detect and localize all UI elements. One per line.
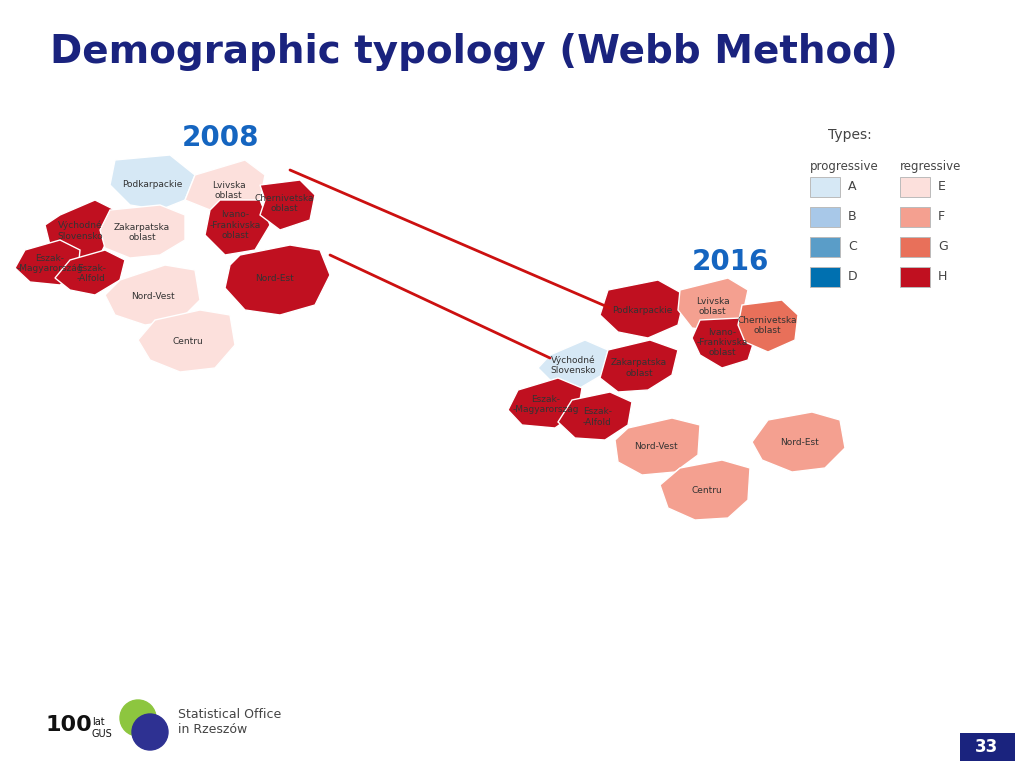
Bar [900,267,930,287]
Text: D: D [848,270,858,283]
Circle shape [132,714,168,750]
Bar [810,177,840,197]
Polygon shape [55,250,125,295]
Text: Nord-Est: Nord-Est [256,274,294,283]
Text: Nord-Est: Nord-Est [780,439,819,447]
Polygon shape [205,200,270,255]
Polygon shape [660,460,750,520]
Polygon shape [100,205,185,258]
Text: 2016: 2016 [691,248,769,276]
Text: Nord-Vest: Nord-Vest [634,442,678,452]
Text: Lvivska
oblast: Lvivska oblast [212,181,246,200]
Text: Zakarpatska
oblast: Zakarpatska oblast [611,358,668,378]
Polygon shape [260,180,315,230]
Polygon shape [752,412,845,472]
Text: Statistical Office
in Rzeszów: Statistical Office in Rzeszów [178,708,282,736]
Text: Chernivetska
oblast: Chernivetska oblast [255,194,314,214]
Text: Ivano-
-Frankivska
oblast: Ivano- -Frankivska oblast [209,210,261,240]
Circle shape [120,700,156,736]
Text: Eszak-
-Magyarország: Eszak- -Magyarország [513,395,580,414]
Text: 2008: 2008 [181,124,259,152]
Text: Východné
Slovensko: Východné Slovensko [551,356,596,376]
Text: Demographic typology (Webb Method): Demographic typology (Webb Method) [50,33,898,71]
Polygon shape [225,245,330,315]
Polygon shape [508,378,582,428]
Text: G: G [938,240,948,253]
Text: 33: 33 [976,738,998,756]
Text: B: B [848,210,857,223]
Text: Nord-Vest: Nord-Vest [131,292,175,301]
Text: Types:: Types: [828,128,871,142]
Text: Podkarpackie: Podkarpackie [612,306,673,315]
Text: 100: 100 [45,715,92,735]
Polygon shape [678,278,748,332]
Text: H: H [938,270,947,283]
Polygon shape [600,280,685,338]
Polygon shape [692,318,755,368]
Text: Centru: Centru [172,336,203,346]
Bar [900,177,930,197]
Polygon shape [45,200,115,260]
Text: F: F [938,210,945,223]
Polygon shape [110,155,195,210]
Polygon shape [105,265,200,325]
Polygon shape [738,300,798,352]
Bar [810,237,840,257]
Polygon shape [538,340,608,388]
Text: Podkarpackie: Podkarpackie [122,180,182,189]
Text: regressive: regressive [900,160,962,173]
Text: Východné
Slovensko: Východné Slovensko [57,220,103,240]
Text: Centru: Centru [691,486,722,495]
Bar [961,733,1015,761]
Bar [900,207,930,227]
Text: C: C [848,240,857,253]
Text: Chernivetska
oblast: Chernivetska oblast [737,316,797,336]
Text: Ivano-
-Frankivska
oblast: Ivano- -Frankivska oblast [696,327,749,357]
Polygon shape [558,392,632,440]
Text: Lvivska
oblast: Lvivska oblast [695,297,729,316]
Text: E: E [938,180,946,194]
Text: lat
GUS: lat GUS [92,717,113,739]
Text: progressive: progressive [810,160,879,173]
Polygon shape [138,310,234,372]
Bar [900,237,930,257]
Text: Zakarpatska
oblast: Zakarpatska oblast [114,223,170,243]
Bar [810,207,840,227]
Text: A: A [848,180,856,194]
Polygon shape [15,240,80,285]
Text: Eszak-
-Magyarország: Eszak- -Magyarország [16,254,83,273]
Polygon shape [185,160,265,215]
Polygon shape [615,418,700,475]
Polygon shape [600,340,678,392]
Text: Eszak-
-Alfold: Eszak- -Alfold [583,407,611,427]
Text: Eszak-
-Alfold: Eszak- -Alfold [77,263,105,283]
Bar [810,267,840,287]
